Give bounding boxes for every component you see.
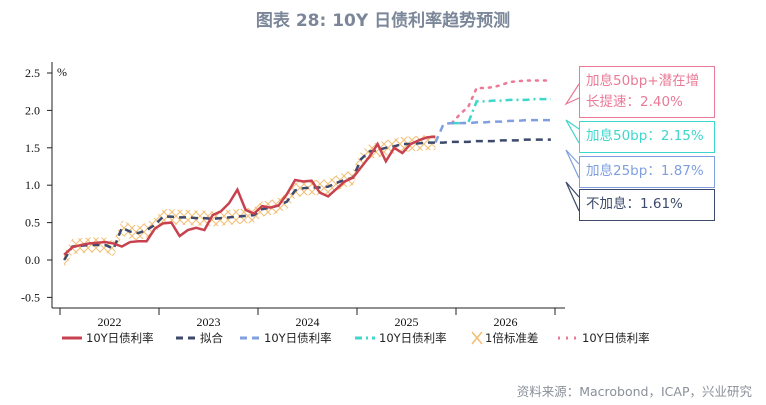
scenario-callout: 加息50bp+潜在增长提速：2.40% (579, 66, 715, 118)
x-tick-label: 2024 (296, 315, 320, 329)
legend-item: 10Y日债利率 (62, 331, 154, 345)
std-band (64, 135, 436, 268)
scenario-callout: 加息50bp：2.15% (579, 121, 715, 153)
x-tick-label: 2025 (395, 315, 419, 329)
series-actual (63, 135, 436, 256)
svg-text:10Y日债利率: 10Y日债利率 (379, 331, 447, 345)
svg-text:10Y日债利率: 10Y日债利率 (582, 331, 650, 345)
chart-title: 图表 28: 10Y 日债利率趋势预测 (255, 11, 511, 31)
scenario-callout: 不加息：1.61% (579, 189, 715, 221)
series-s50plus (450, 79, 553, 125)
svg-text:10Y日债利率: 10Y日债利率 (264, 331, 332, 345)
x-tick-label: 2023 (197, 315, 221, 329)
legend-item: 10Y日债利率 (558, 331, 650, 345)
svg-text:10Y日债利率: 10Y日债利率 (86, 331, 154, 345)
legend-item: 10Y日债利率 (355, 331, 447, 345)
y-tick-label: 0.0 (25, 253, 40, 267)
svg-text:拟合: 拟合 (200, 331, 223, 345)
series-s50 (451, 97, 551, 125)
legend-item: 1倍标准差 (471, 331, 538, 345)
y-tick-label: 1.5 (25, 141, 40, 155)
scenario-callout: 加息25bp：1.87% (579, 156, 715, 188)
svg-text:1倍标准差: 1倍标准差 (485, 331, 538, 345)
x-tick-label: 2022 (98, 315, 122, 329)
y-tick-label: -0.5 (21, 290, 40, 304)
series-fit (63, 138, 551, 261)
y-unit-label: % (57, 65, 67, 79)
series-s25 (434, 118, 551, 144)
y-tick-label: 0.5 (25, 216, 40, 230)
y-tick-label: 2.5 (25, 66, 40, 80)
legend-item: 10Y日债利率 (240, 331, 332, 345)
y-tick-label: 1.0 (25, 178, 40, 192)
callout-pointer (564, 83, 580, 106)
source-note: 资料来源：Macrobond，ICAP，兴业研究 (516, 384, 752, 399)
callout-pointer (565, 181, 580, 212)
legend-item: 拟合 (176, 331, 223, 345)
callout-pointer (565, 149, 580, 179)
y-tick-label: 2.0 (25, 103, 40, 117)
x-tick-label: 2026 (494, 315, 518, 329)
callout-pointer (565, 119, 580, 144)
